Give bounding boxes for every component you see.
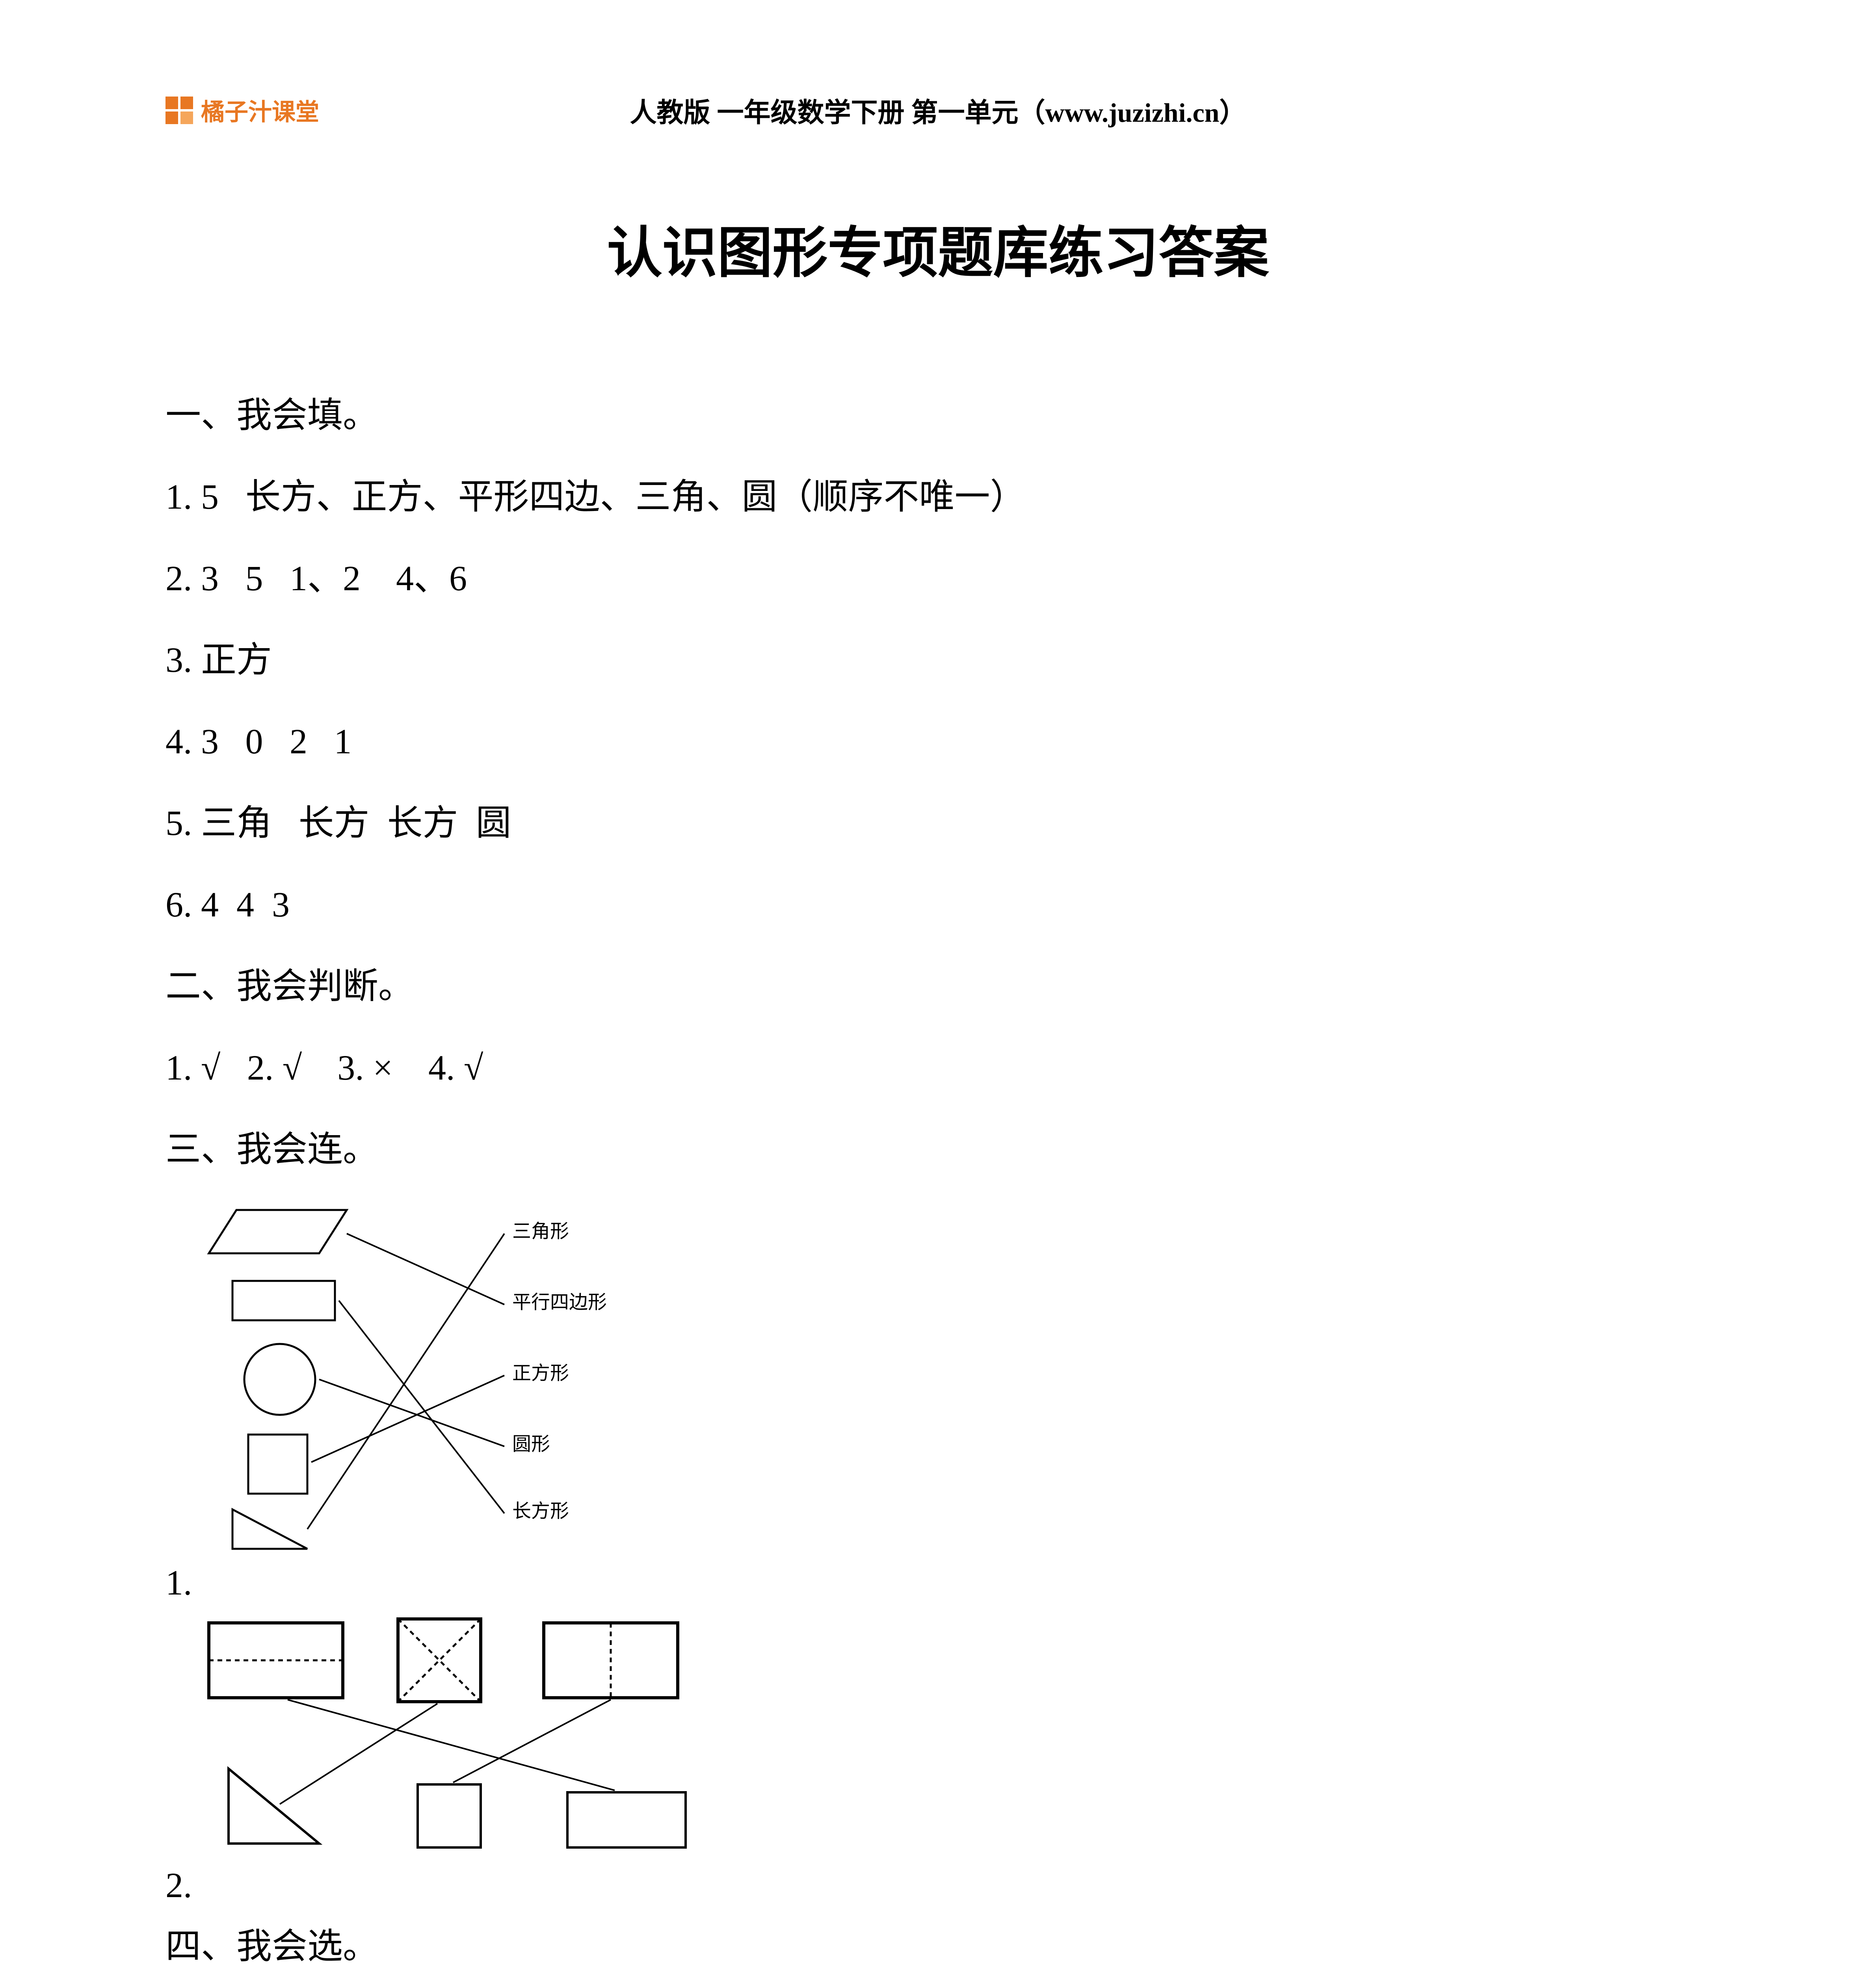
connect-line <box>288 1700 615 1790</box>
document-page: 橘子汁课堂 人教版 一年级数学下册 第一单元（www.juzizhi.cn） 认… <box>0 0 1876 1970</box>
label-triangle: 三角形 <box>512 1221 569 1242</box>
page-title: 认识图形专项题库练习答案 <box>165 208 1711 288</box>
connect-line <box>307 1234 504 1529</box>
header-center-text: 人教版 一年级数学下册 第一单元（www.juzizhi.cn） <box>165 91 1711 130</box>
cut-shape-diagram <box>189 1611 820 1855</box>
s3-q1-label: 1. <box>165 1563 192 1603</box>
parallelogram-shape <box>209 1210 347 1253</box>
s1-line-2: 2. 3 5 1、2 4、6 <box>165 538 1711 619</box>
s1-line-4: 4. 3 0 2 1 <box>165 701 1711 782</box>
page-header: 橘子汁课堂 人教版 一年级数学下册 第一单元（www.juzizhi.cn） <box>165 91 1711 130</box>
s3-q2-label: 2. <box>165 1865 192 1906</box>
rectangle-bottom <box>567 1792 686 1847</box>
label-square: 正方形 <box>512 1363 569 1384</box>
triangle-shape <box>232 1509 307 1549</box>
section-3-heading: 三、我会连。 <box>165 1109 1711 1190</box>
connect-line <box>339 1301 504 1513</box>
s3-q1-row: 1. <box>165 1563 1711 1603</box>
section-4-heading: 四、我会选。 <box>165 1906 1711 1970</box>
connect-line <box>319 1379 504 1446</box>
s1-line-3: 3. 正方 <box>165 619 1711 701</box>
s1-line-5: 5. 三角 长方 长方 圆 <box>165 782 1711 864</box>
logo-block: 橘子汁课堂 <box>165 93 319 127</box>
diagram-1-container: 三角形 平行四边形 正方形 圆形 长方形 <box>189 1198 1711 1555</box>
logo-text: 橘子汁课堂 <box>201 93 319 127</box>
triangle-bottom <box>229 1769 319 1844</box>
rectangle-shape <box>232 1281 335 1320</box>
label-parallelogram: 平行四边形 <box>512 1292 607 1313</box>
s3-q2-row: 2. <box>165 1865 1711 1906</box>
logo-icon <box>165 97 193 124</box>
s1-line-1: 1. 5 长方、正方、平形四边、三角、圆（顺序不唯一） <box>165 456 1711 538</box>
label-circle: 圆形 <box>512 1434 550 1455</box>
section-2-heading: 二、我会判断。 <box>165 946 1711 1027</box>
square-bottom <box>418 1784 481 1847</box>
square-shape <box>248 1435 307 1494</box>
shape-match-diagram: 三角形 平行四边形 正方形 圆形 长方形 <box>189 1198 701 1553</box>
diagram-2-container <box>189 1611 1711 1857</box>
label-rectangle: 长方形 <box>512 1501 569 1522</box>
section-1-heading: 一、我会填。 <box>165 375 1711 456</box>
connect-line <box>453 1700 611 1782</box>
circle-shape <box>244 1344 315 1415</box>
s2-line: 1. √ 2. √ 3. × 4. √ <box>165 1027 1711 1109</box>
s1-line-6: 6. 4 4 3 <box>165 864 1711 946</box>
